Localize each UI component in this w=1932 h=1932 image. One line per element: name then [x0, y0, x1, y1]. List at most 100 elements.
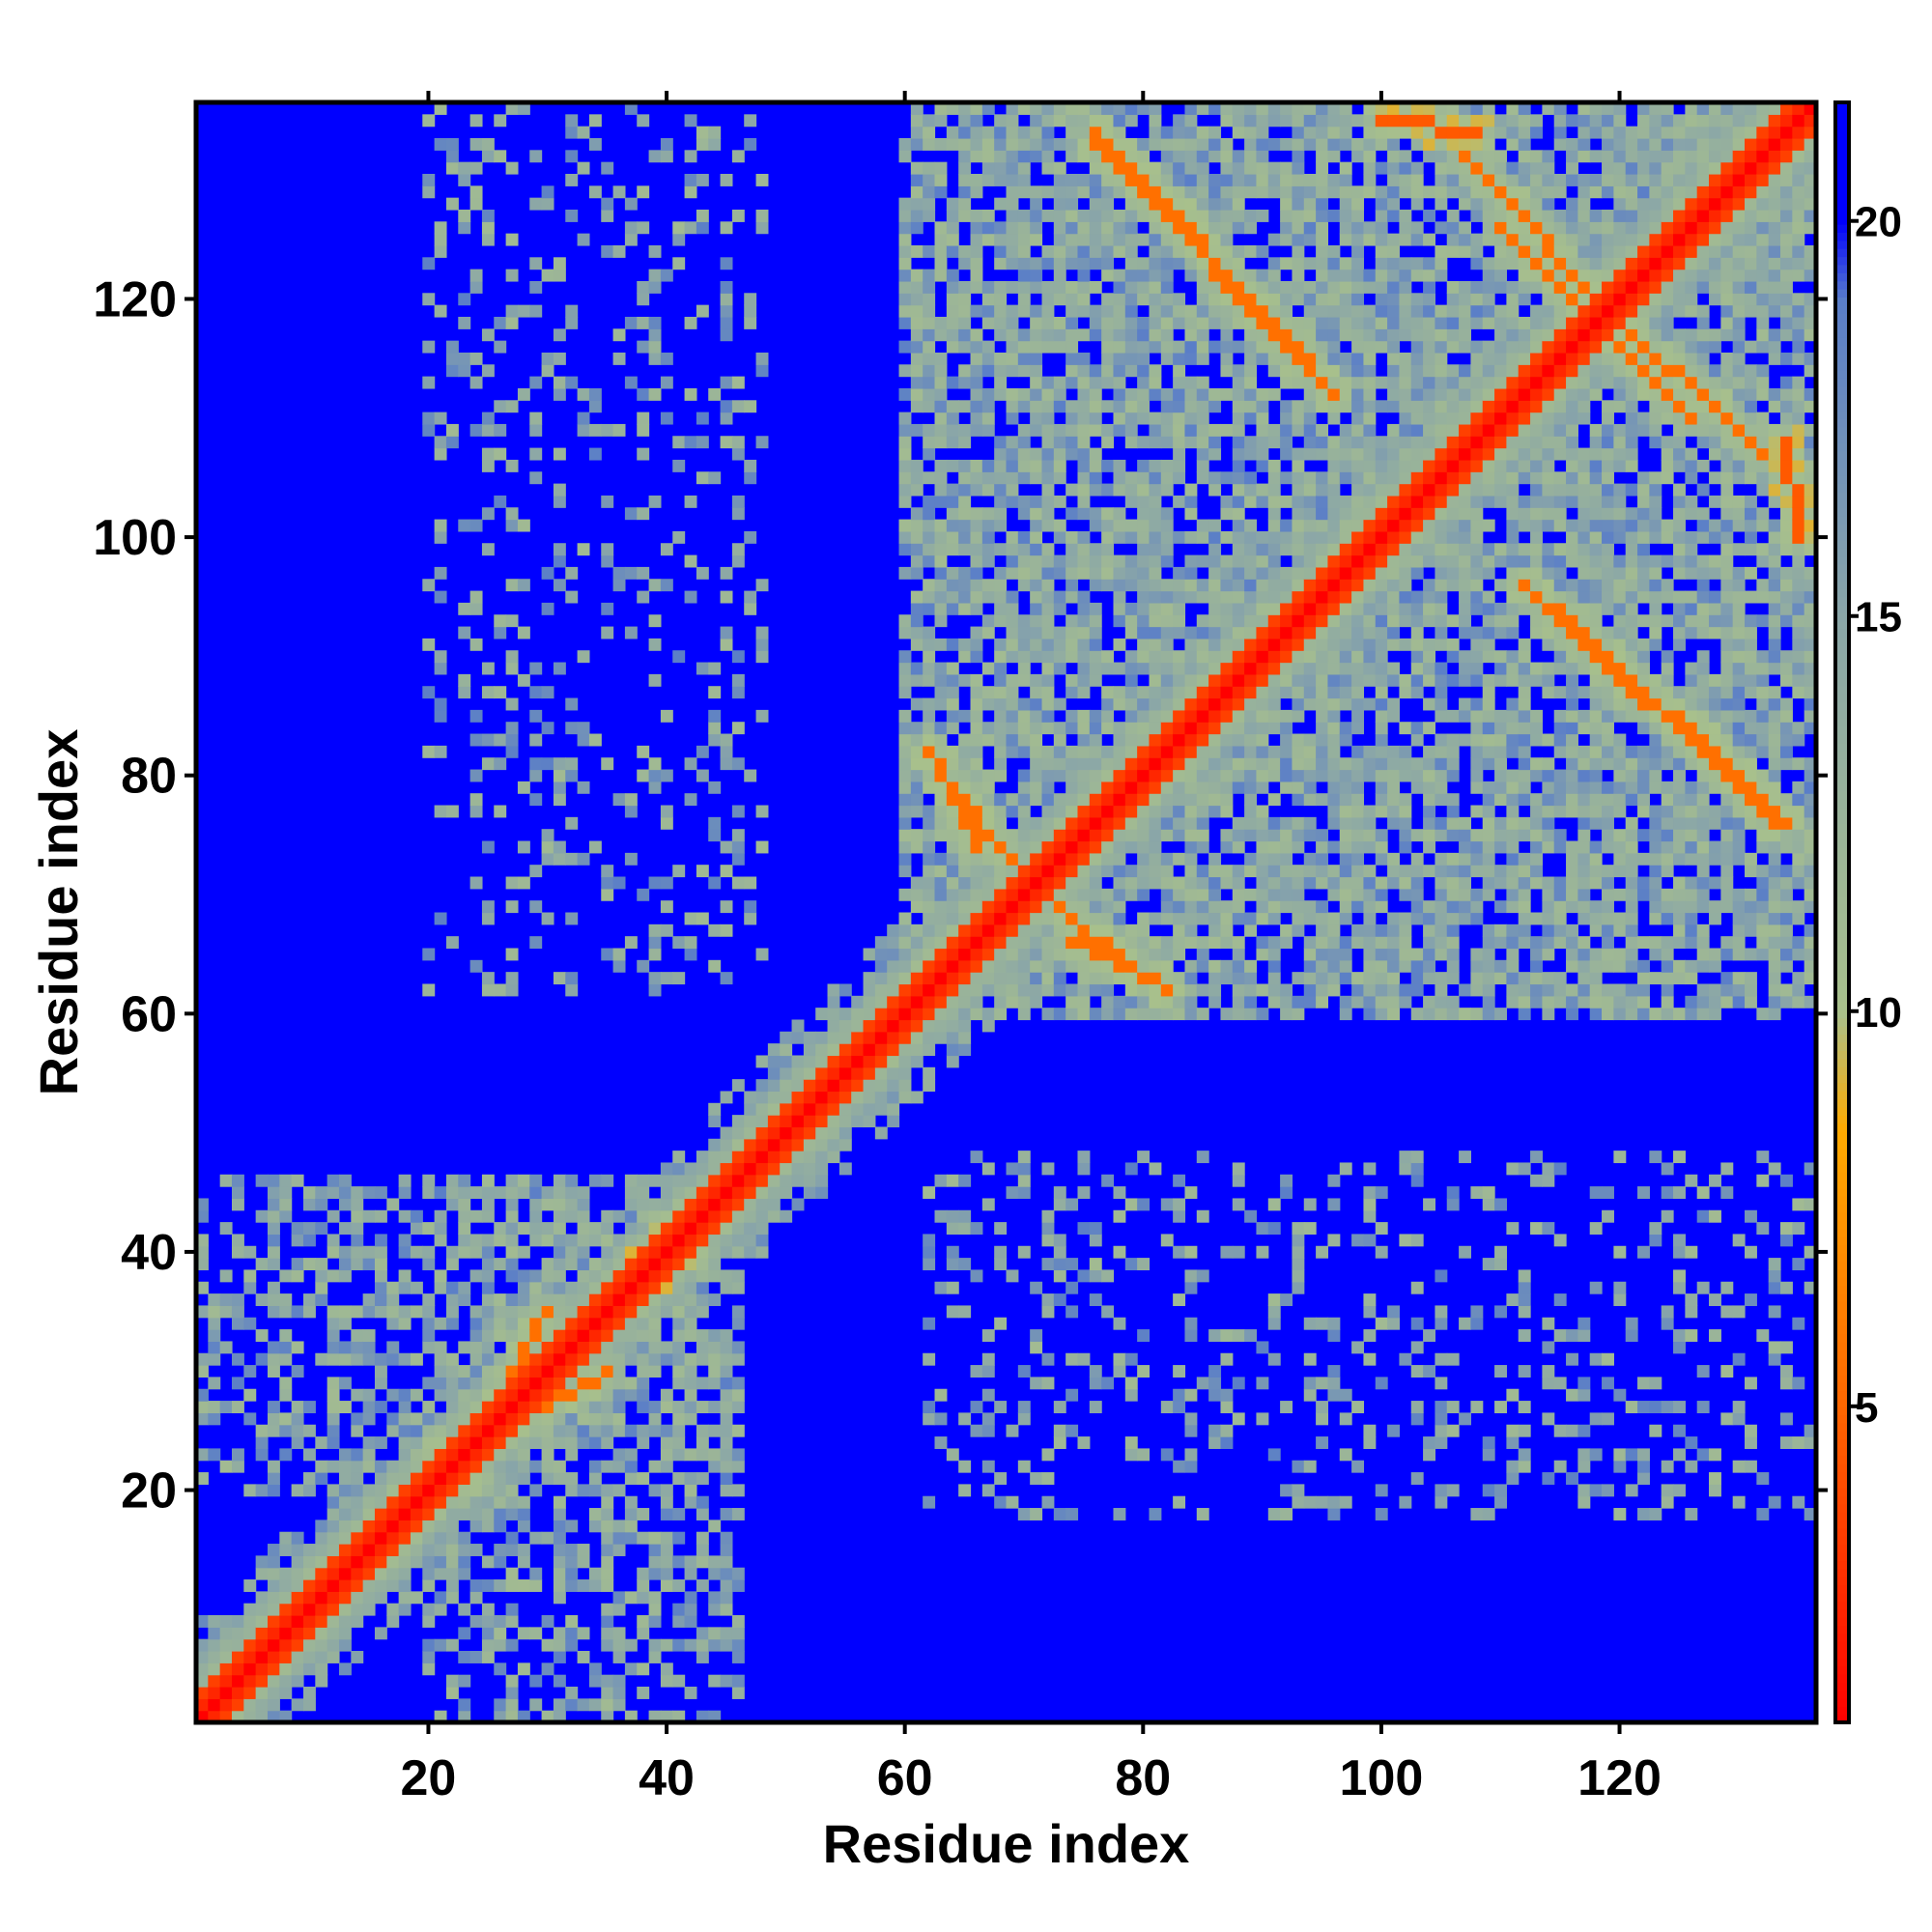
heatmap-cell — [1280, 1401, 1293, 1413]
heatmap-cell — [1149, 495, 1162, 508]
heatmap-cell — [1065, 757, 1079, 771]
heatmap-cell — [327, 1186, 340, 1200]
heatmap-cell — [767, 1055, 781, 1068]
heatmap-cell — [327, 1638, 340, 1652]
heatmap-cell — [291, 1531, 304, 1545]
heatmap-cell — [1124, 876, 1138, 890]
heatmap-cell — [923, 352, 936, 365]
heatmap-cell — [660, 1258, 673, 1271]
heatmap-cell — [1316, 1412, 1329, 1426]
heatmap-cell — [1017, 805, 1031, 818]
heatmap-cell — [1173, 579, 1186, 592]
heatmap-cell — [255, 1436, 269, 1449]
heatmap-cell — [362, 1495, 376, 1509]
heatmap-cell — [1327, 507, 1341, 521]
heatmap-cell — [1184, 852, 1198, 866]
heatmap-cell — [374, 1627, 387, 1640]
heatmap-cell — [1256, 530, 1269, 544]
heatmap-cell — [981, 102, 995, 115]
heatmap-cell — [422, 1245, 436, 1259]
heatmap-cell — [1041, 566, 1055, 580]
heatmap-cell — [577, 1352, 590, 1366]
heatmap-cell — [1137, 1329, 1151, 1343]
heatmap-cell — [1017, 662, 1031, 675]
heatmap-cell — [1077, 876, 1091, 890]
heatmap-cell — [1101, 233, 1115, 246]
heatmap-cell — [422, 1662, 436, 1676]
heatmap-cell — [1053, 209, 1066, 222]
heatmap-cell — [338, 1341, 352, 1354]
heatmap-cell — [934, 912, 948, 925]
heatmap-cell — [863, 1091, 876, 1104]
heatmap-cell — [1137, 400, 1151, 413]
heatmap-cell — [637, 1388, 650, 1402]
heatmap-cell — [1316, 543, 1329, 556]
heatmap-cell — [660, 1555, 673, 1569]
heatmap-cell — [553, 1627, 566, 1640]
heatmap-cell — [588, 1329, 602, 1343]
heatmap-cell — [851, 1043, 865, 1057]
heatmap-cell — [1149, 316, 1162, 329]
heatmap-cell — [553, 257, 566, 270]
heatmap-cell — [291, 1555, 304, 1569]
heatmap-cell — [445, 1484, 459, 1497]
heatmap-cell — [1101, 507, 1115, 521]
heatmap-cell — [1267, 352, 1281, 365]
heatmap-cell — [541, 912, 554, 925]
heatmap-cell — [231, 1448, 244, 1462]
heatmap-cell — [1184, 709, 1198, 723]
heatmap-cell — [1053, 233, 1066, 246]
heatmap-cell — [505, 519, 519, 532]
heatmap-cell — [1208, 793, 1222, 807]
heatmap-cell — [1256, 447, 1269, 461]
heatmap-cell — [1137, 519, 1151, 532]
heatmap-cell — [970, 959, 983, 973]
heatmap-cell — [1065, 376, 1079, 389]
heatmap-cell — [1124, 197, 1138, 211]
heatmap-cell — [1375, 686, 1388, 699]
heatmap-cell — [1267, 662, 1281, 675]
heatmap-cell — [923, 673, 936, 687]
heatmap-cell — [577, 387, 590, 401]
heatmap-cell — [981, 1460, 995, 1473]
heatmap-cell — [327, 1269, 340, 1283]
heatmap-cell — [1041, 638, 1055, 651]
heatmap-cell — [1077, 483, 1091, 497]
heatmap-cell — [362, 1508, 376, 1520]
heatmap-cell — [1124, 673, 1138, 687]
heatmap-cell — [1149, 626, 1162, 639]
heatmap-cell — [1053, 530, 1066, 544]
heatmap-cell — [243, 1603, 257, 1616]
heatmap-cell — [445, 1281, 459, 1294]
heatmap-cell — [898, 495, 912, 508]
heatmap-cell — [1220, 1008, 1234, 1021]
heatmap-cell — [1303, 1317, 1317, 1330]
heatmap-cell — [1089, 923, 1102, 937]
heatmap-cell — [720, 1091, 733, 1104]
heatmap-cell — [1327, 137, 1341, 151]
heatmap-cell — [970, 566, 983, 580]
heatmap-cell — [994, 983, 1008, 997]
heatmap-cell — [1149, 972, 1162, 985]
heatmap-cell — [565, 1186, 579, 1200]
heatmap-cell — [208, 1687, 221, 1699]
heatmap-cell — [565, 316, 579, 329]
heatmap-cell — [898, 137, 912, 151]
heatmap-cell — [1363, 519, 1377, 532]
heatmap-cell — [1316, 793, 1329, 807]
heatmap-cell — [970, 709, 983, 723]
heatmap-cell — [1041, 280, 1055, 294]
heatmap-cell — [601, 244, 614, 258]
heatmap-cell — [898, 1055, 912, 1068]
heatmap-cell — [1208, 554, 1222, 568]
heatmap-cell — [1053, 257, 1066, 270]
heatmap-cell — [588, 1508, 602, 1520]
heatmap-cell — [1327, 1198, 1341, 1211]
heatmap-cell — [1041, 888, 1055, 901]
heatmap-cell — [1113, 1186, 1126, 1200]
heatmap-cell — [720, 1567, 733, 1580]
heatmap-cell — [588, 840, 602, 854]
heatmap-cell — [1351, 364, 1365, 378]
heatmap-cell — [374, 1579, 387, 1592]
heatmap-cell — [1030, 150, 1043, 163]
